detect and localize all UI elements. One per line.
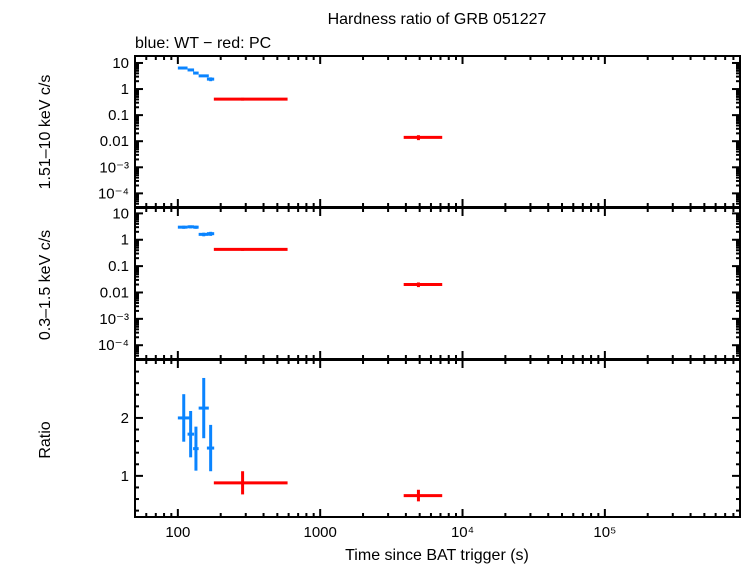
y-tick-label: 1 [121, 81, 129, 98]
y-tick-label: 10⁻⁴ [98, 337, 129, 354]
chart-subtitle: blue: WT − red: PC [135, 35, 271, 52]
y-tick-label: 1 [121, 232, 129, 249]
chart-title: Hardness ratio of GRB 051227 [328, 11, 547, 28]
panel-3-frame [134, 359, 741, 518]
x-tick-label: 10⁴ [451, 524, 474, 541]
x-axis-label: Time since BAT trigger (s) [345, 547, 529, 564]
y-tick-label: 10⁻³ [99, 311, 129, 328]
y-tick-label: 2 [121, 410, 129, 427]
x-tick-label: 10⁵ [593, 524, 616, 541]
y-tick-label: 10 [112, 55, 129, 72]
panel-3-y-label: Ratio [37, 421, 54, 458]
panel-1-y-label: 1.51–10 keV c/s [37, 75, 54, 190]
y-tick-label: 1 [121, 468, 129, 485]
y-tick-label: 0.01 [100, 133, 129, 150]
x-tick-label: 1000 [303, 524, 336, 541]
x-tick-label: 100 [165, 524, 190, 541]
y-tick-label: 0.1 [108, 107, 129, 124]
panel-1-frame [134, 55, 741, 208]
y-tick-label: 0.01 [100, 284, 129, 301]
y-tick-label: 10⁻⁴ [98, 185, 129, 202]
y-tick-label: 10 [112, 205, 129, 222]
panel-2-y-label: 0.3–1.5 keV c/s [37, 230, 54, 340]
y-tick-label: 0.1 [108, 258, 129, 275]
y-tick-label: 10⁻³ [99, 159, 129, 176]
